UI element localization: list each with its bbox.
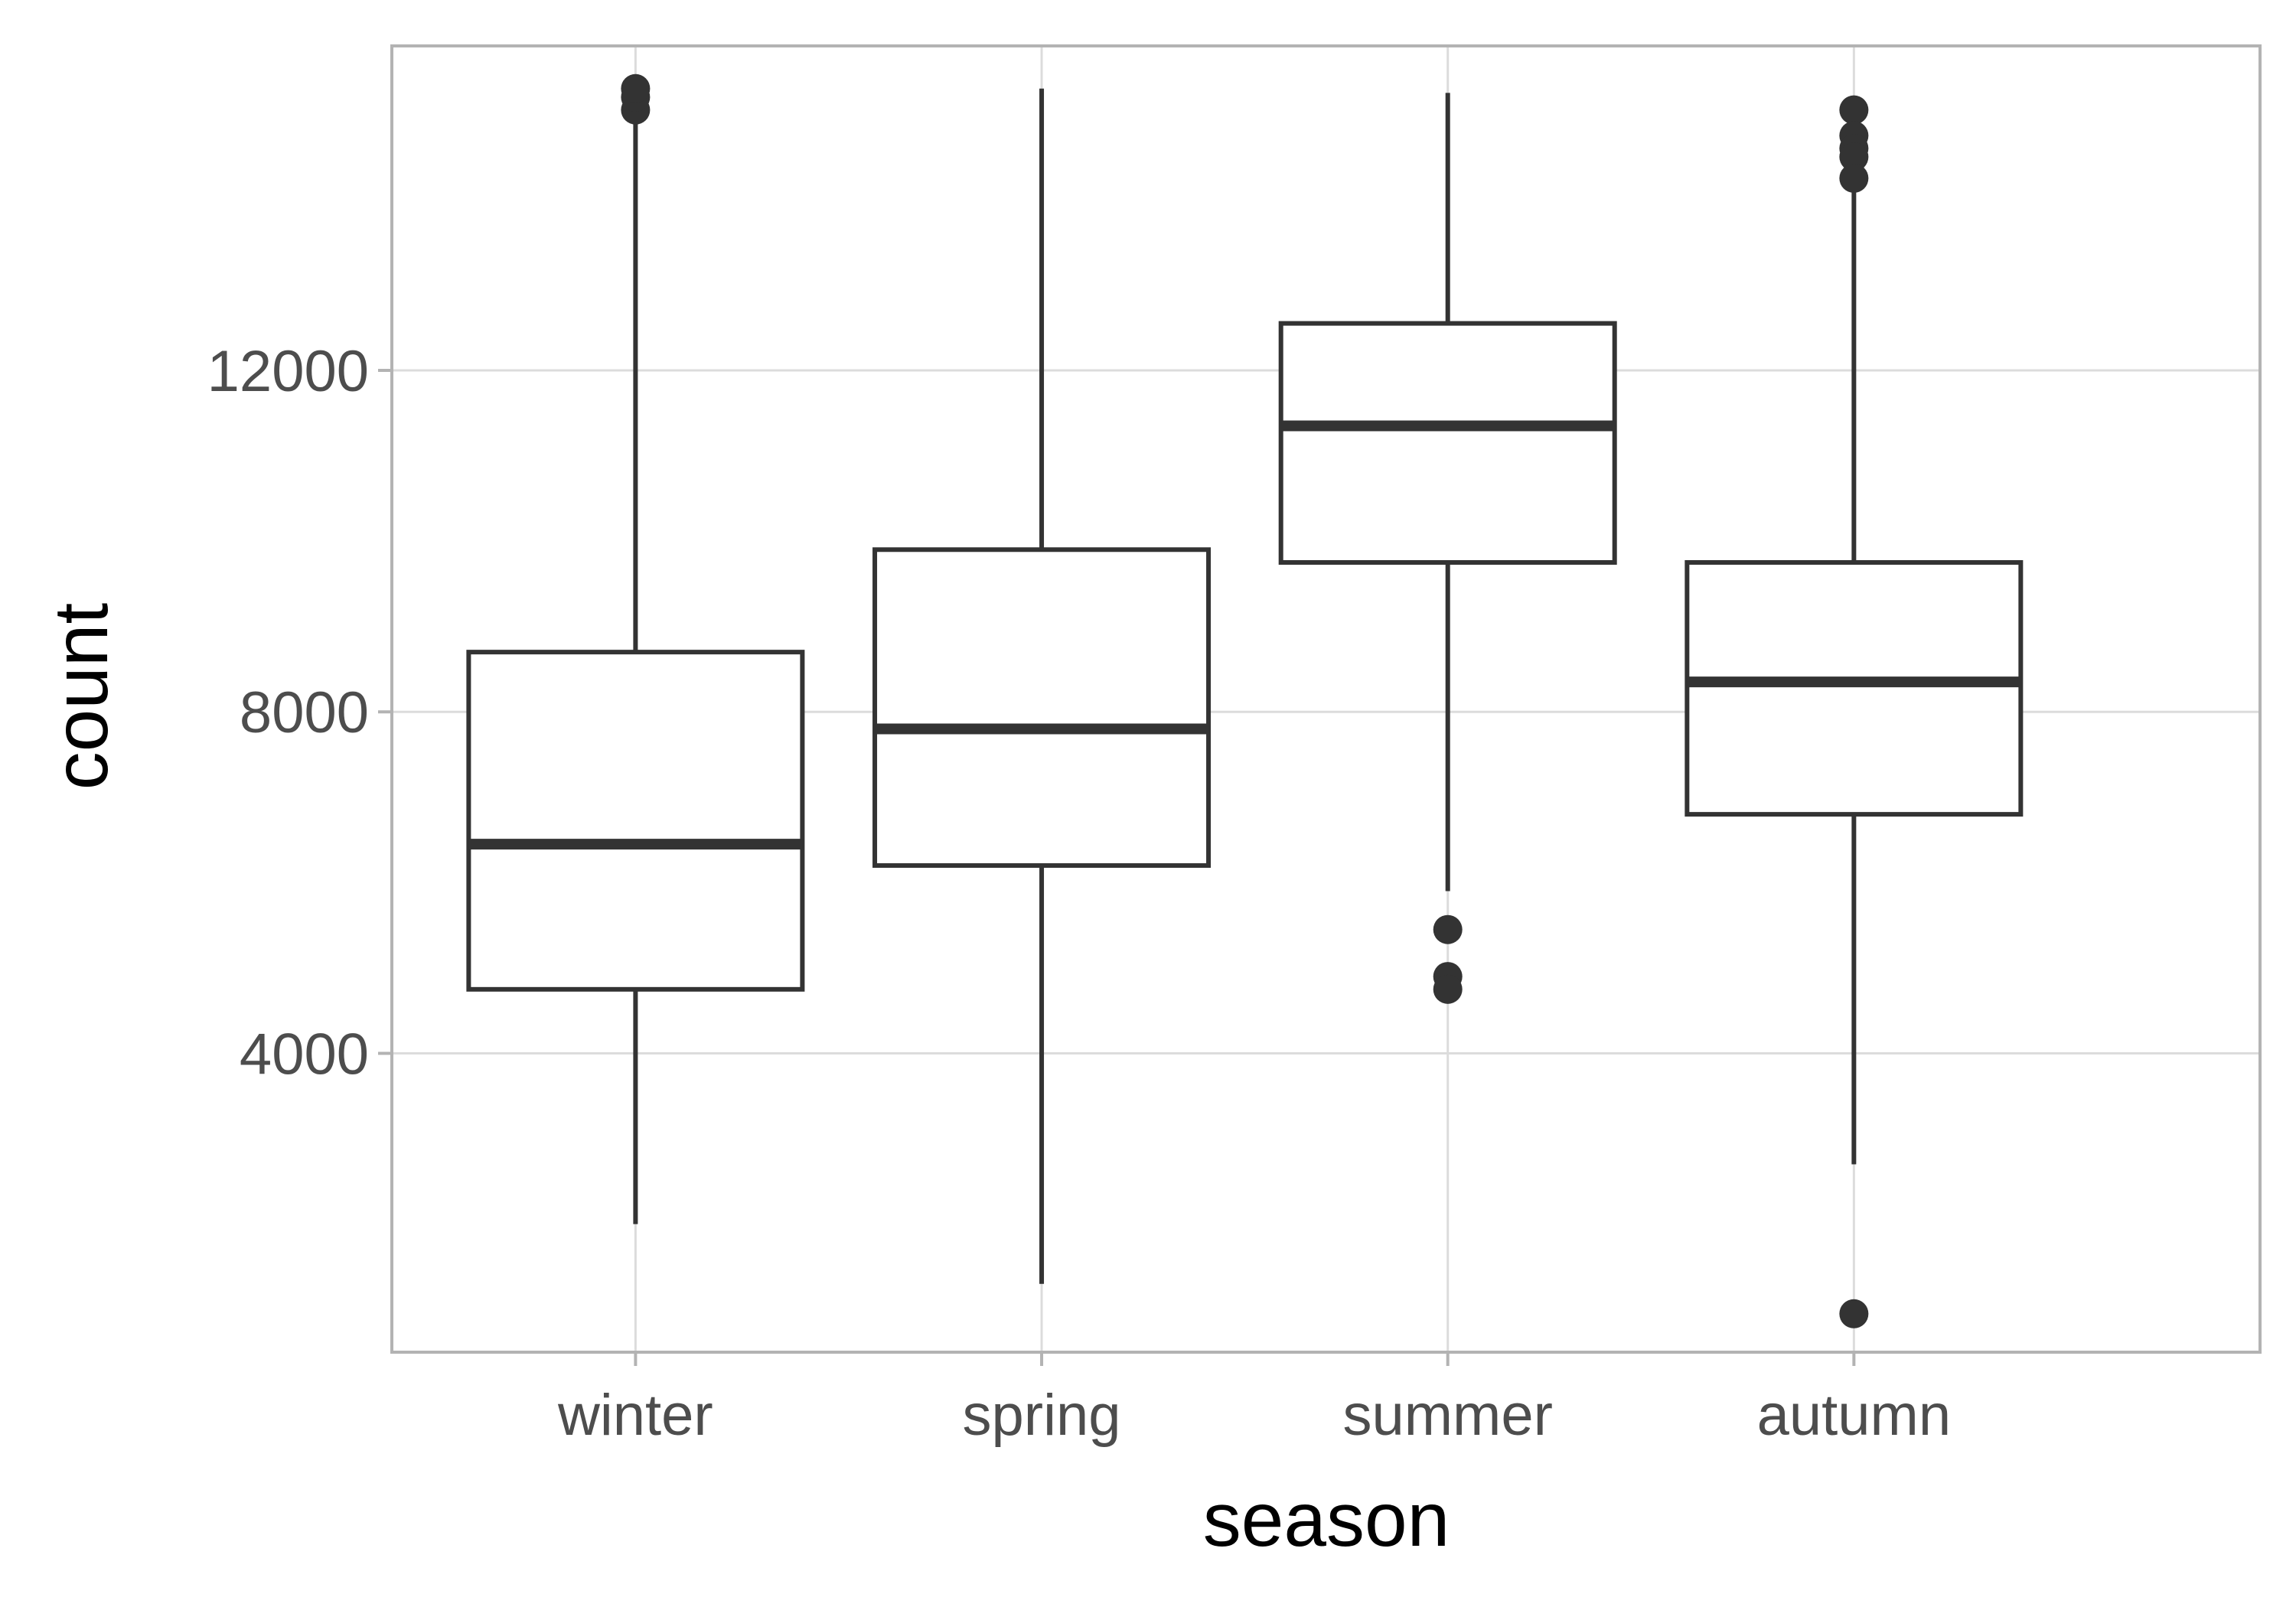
box-group-spring bbox=[872, 88, 1212, 1284]
outlier-point bbox=[1839, 142, 1869, 172]
box-group-autumn bbox=[1684, 95, 2024, 1328]
axes: 4000 8000 12000 winter spring summer autumn bbox=[207, 339, 1951, 1448]
x-tick-label: summer bbox=[1342, 1383, 1552, 1448]
outlier-point bbox=[1433, 914, 1463, 944]
x-tick-label: winter bbox=[557, 1383, 713, 1448]
x-tick-label: autumn bbox=[1757, 1383, 1952, 1448]
panel-border bbox=[390, 44, 2262, 1354]
box-group-summer bbox=[1278, 93, 1617, 1004]
box-iqr bbox=[466, 650, 805, 992]
x-axis-title: season bbox=[1203, 1477, 1450, 1563]
box-iqr bbox=[1278, 321, 1617, 565]
y-axis-title: count bbox=[38, 602, 124, 790]
outlier-point bbox=[1839, 1299, 1869, 1328]
box-group-winter bbox=[466, 73, 805, 1224]
y-tick-label: 4000 bbox=[240, 1022, 369, 1087]
box-iqr bbox=[1684, 559, 2024, 817]
outlier-point bbox=[1433, 974, 1463, 1004]
outlier-point bbox=[621, 73, 651, 103]
box-iqr bbox=[872, 547, 1212, 869]
y-tick-label: 12000 bbox=[207, 339, 369, 404]
x-tick-label: spring bbox=[963, 1383, 1121, 1448]
outlier-point bbox=[1839, 95, 1869, 125]
y-tick-label: 8000 bbox=[240, 680, 369, 745]
outlier-point bbox=[1839, 163, 1869, 193]
box-series bbox=[466, 73, 2024, 1328]
